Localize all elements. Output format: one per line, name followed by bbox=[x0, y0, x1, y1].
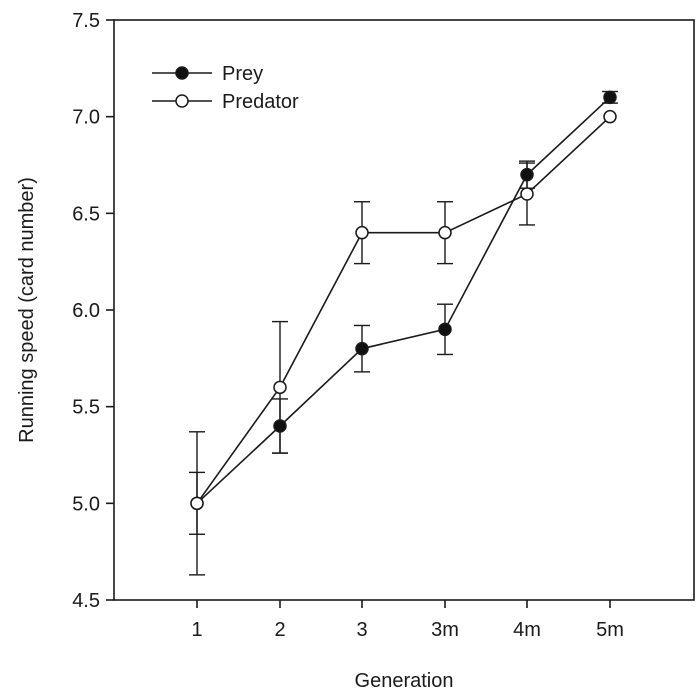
plot-frame bbox=[113, 19, 695, 601]
legend-label: Prey bbox=[222, 63, 263, 85]
data-point bbox=[603, 90, 617, 105]
y-tick-label: 7.0 bbox=[72, 107, 100, 129]
legend-marker bbox=[175, 66, 189, 80]
series-line bbox=[196, 116, 611, 504]
y-tick-label: 5.5 bbox=[72, 397, 100, 419]
data-point bbox=[273, 419, 287, 433]
y-axis-label: Running speed (card number) bbox=[16, 177, 38, 443]
x-axis: 1 2 3 3m 4m 5m bbox=[191, 600, 624, 641]
x-axis-label: Generation bbox=[355, 670, 454, 692]
x-tick-label: 3m bbox=[431, 619, 459, 641]
data-point bbox=[355, 225, 369, 240]
data-point bbox=[355, 341, 369, 356]
series-layer bbox=[189, 90, 618, 576]
x-tick-label: 3 bbox=[356, 619, 367, 641]
x-tick-label: 2 bbox=[274, 619, 285, 641]
data-point bbox=[438, 225, 452, 240]
markers-prey bbox=[190, 90, 617, 511]
series-prey bbox=[189, 90, 618, 535]
y-axis: 4.5 5.0 5.5 6.0 6.5 7.0 7.5 bbox=[72, 10, 114, 612]
data-point bbox=[520, 187, 534, 201]
series-predator bbox=[189, 116, 611, 576]
x-tick-label: 5m bbox=[596, 619, 624, 641]
x-tick-label: 1 bbox=[191, 619, 202, 641]
legend-label: Predator bbox=[222, 91, 299, 113]
markers-predator bbox=[190, 109, 617, 511]
y-tick-label: 6.0 bbox=[72, 300, 100, 322]
series-line bbox=[196, 96, 611, 504]
y-tick-label: 5.0 bbox=[72, 493, 100, 515]
y-tick-label: 7.5 bbox=[72, 10, 100, 32]
data-point bbox=[273, 380, 287, 395]
data-point bbox=[520, 167, 534, 182]
legend-item-predator: Predator bbox=[152, 91, 299, 113]
y-tick-label: 4.5 bbox=[72, 590, 100, 612]
legend: Prey Predator bbox=[152, 63, 299, 113]
x-tick-label: 4m bbox=[513, 619, 541, 641]
y-tick-label: 6.5 bbox=[72, 203, 100, 225]
data-point bbox=[603, 109, 617, 124]
legend-item-prey: Prey bbox=[152, 63, 263, 85]
data-point bbox=[438, 322, 452, 337]
data-point bbox=[190, 496, 204, 511]
legend-marker bbox=[175, 94, 189, 108]
